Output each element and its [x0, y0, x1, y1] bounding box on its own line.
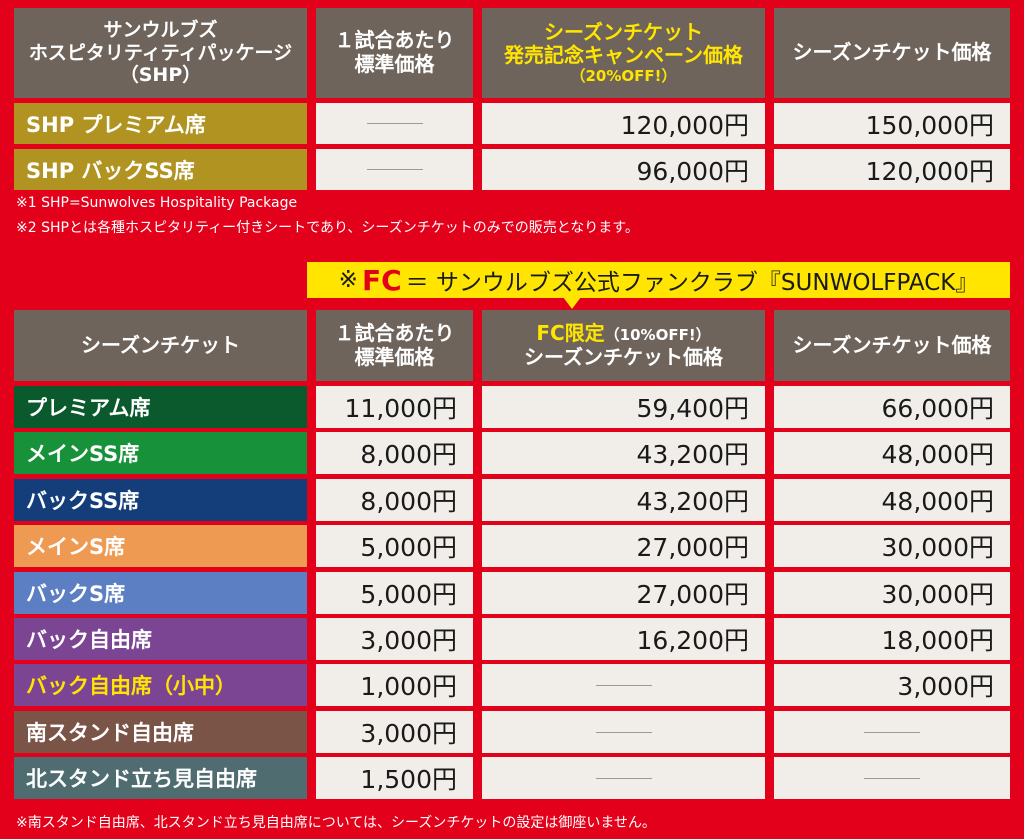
season-header-fc-off: （10%OFF!）: [604, 325, 711, 344]
season-row-label-text: プレミアム席: [26, 396, 151, 420]
shp-header-campaign-line2: 発売記念キャンペーン価格: [504, 43, 743, 68]
fc-banner-pointer: [563, 297, 581, 309]
season-ticket-price: 30,000円: [774, 572, 1010, 614]
shp-row-label-text: SHP バックSS席: [26, 158, 195, 183]
season-fc-price: [482, 757, 765, 799]
season-ticket-price: [774, 711, 1010, 753]
season-ticket-price: 48,000円: [774, 432, 1010, 474]
season-row-label: プレミアム席: [14, 386, 307, 428]
season-fc-price: [482, 664, 765, 706]
season-ticket-price: 30,000円: [774, 525, 1010, 567]
season-fc-price: [482, 711, 765, 753]
shp-row-label-backss: SHP バックSS席: [14, 149, 307, 190]
season-header-standard-line2: 標準価格: [354, 344, 435, 369]
season-row-label: バック自由席（小中）: [14, 664, 307, 706]
season-row-label: バック自由席: [14, 618, 307, 660]
season-header-fc: FC限定（10%OFF!） シーズンチケット価格: [482, 310, 765, 381]
season-standard-price: 3,000円: [316, 618, 473, 660]
season-standard-price: 11,000円: [316, 386, 473, 428]
shp-header-campaign-off: （20%OFF!）: [570, 66, 677, 85]
shp-note-2: ※2 SHPとは各種ホスピタリティー付きシートであり、シーズンチケットのみでの販…: [16, 220, 639, 236]
season-row-label-text: バック自由席: [26, 628, 152, 652]
season-row-label-text: メインS席: [26, 535, 126, 559]
shp-campaign-premium: 120,000円: [482, 103, 765, 144]
season-fc-price: 27,000円: [482, 525, 765, 567]
shp-header-package: サンウルブズ ホスピタリティティパッケージ （SHP）: [14, 8, 307, 98]
season-ticket-price: [774, 757, 1010, 799]
fc-banner-text: ＝ サンウルブズ公式ファンクラブ『SUNWOLFPACK』: [405, 270, 979, 296]
season-header-standard-line1: １試合あたり: [334, 320, 455, 345]
fc-banner-fc: FC: [361, 263, 402, 297]
dash-line: [864, 777, 920, 779]
season-fc-price: 43,200円: [482, 432, 765, 474]
shp-campaign-backss: 96,000円: [482, 149, 765, 190]
season-ticket-price: 3,000円: [774, 664, 1010, 706]
dash-line: [595, 777, 652, 779]
shp-header-package-line1: サンウルブズ: [103, 19, 218, 42]
season-fc-price: 27,000円: [482, 572, 765, 614]
season-standard-price: 1,500円: [316, 757, 473, 799]
shp-header-season: シーズンチケット価格: [774, 8, 1010, 98]
shp-header-standard-line2: 標準価格: [354, 52, 435, 76]
dash-line: [366, 169, 423, 170]
season-row-label-text: バックS席: [26, 582, 126, 606]
season-fc-price: 43,200円: [482, 479, 765, 521]
season-row-label: バックSS席: [14, 479, 307, 521]
season-row-label: バックS席: [14, 572, 307, 614]
dash-line: [366, 123, 423, 124]
season-standard-price: 5,000円: [316, 572, 473, 614]
season-ticket-price: 18,000円: [774, 618, 1010, 660]
season-header-fc-line1: FC限定（10%OFF!）: [536, 320, 711, 346]
season-note: ※南スタンド自由席、北スタンド立ち見自由席については、シーズンチケットの設定は御…: [16, 815, 656, 831]
shp-standard-premium: [316, 103, 473, 144]
shp-header-standard-line1: １試合あたり: [334, 28, 455, 53]
season-standard-price: 3,000円: [316, 711, 473, 753]
season-row-label-text: メインSS席: [26, 442, 140, 466]
shp-row-label-premium: SHP プレミアム席: [14, 103, 307, 144]
fc-banner-prefix: ※: [338, 267, 358, 293]
season-fc-price: 16,200円: [482, 618, 765, 660]
season-standard-price: 8,000円: [316, 432, 473, 474]
season-header-seat: シーズンチケット: [14, 310, 307, 381]
season-header-fc-limited: FC限定: [536, 320, 605, 345]
shp-header-season-label: シーズンチケット価格: [792, 40, 992, 65]
season-standard-price: 1,000円: [316, 664, 473, 706]
dash-line: [864, 731, 920, 733]
season-header-season-label: シーズンチケット価格: [792, 332, 992, 357]
season-ticket-price: 48,000円: [774, 479, 1010, 521]
season-row-label-text: 南スタンド自由席: [26, 721, 194, 745]
season-row-label: 北スタンド立ち見自由席: [14, 757, 307, 799]
dash-line: [595, 684, 652, 686]
dash-line: [595, 731, 652, 733]
season-header-fc-line2: シーズンチケット価格: [524, 344, 723, 369]
shp-header-package-line3: （SHP）: [119, 64, 202, 87]
shp-note-1: ※1 SHP=Sunwolves Hospitality Package: [16, 195, 298, 211]
shp-header-campaign: シーズンチケット 発売記念キャンペーン価格 （20%OFF!）: [482, 8, 765, 98]
season-header-seat-label: シーズンチケット: [81, 332, 240, 357]
fc-banner: ※ FC ＝ サンウルブズ公式ファンクラブ『SUNWOLFPACK』: [307, 262, 1010, 298]
season-row-label-text: バック自由席（小中）: [26, 674, 236, 698]
season-row-label-text: 北スタンド立ち見自由席: [26, 767, 257, 791]
season-row-label: メインS席: [14, 525, 307, 567]
shp-season-backss: 120,000円: [774, 149, 1010, 190]
season-header-season: シーズンチケット価格: [774, 310, 1010, 381]
season-row-label-text: バックSS席: [26, 489, 140, 513]
season-standard-price: 8,000円: [316, 479, 473, 521]
shp-row-label-text: SHP プレミアム席: [26, 112, 206, 137]
shp-standard-backss: [316, 149, 473, 190]
season-header-standard: １試合あたり 標準価格: [316, 310, 473, 381]
season-ticket-price: 66,000円: [774, 386, 1010, 428]
season-standard-price: 5,000円: [316, 525, 473, 567]
season-row-label: メインSS席: [14, 432, 307, 474]
shp-header-package-line2: ホスピタリティティパッケージ: [28, 41, 293, 64]
season-fc-price: 59,400円: [482, 386, 765, 428]
shp-header-standard: １試合あたり 標準価格: [316, 8, 473, 98]
season-row-label: 南スタンド自由席: [14, 711, 307, 753]
shp-header-campaign-line1: シーズンチケット: [544, 19, 703, 44]
shp-season-premium: 150,000円: [774, 103, 1010, 144]
